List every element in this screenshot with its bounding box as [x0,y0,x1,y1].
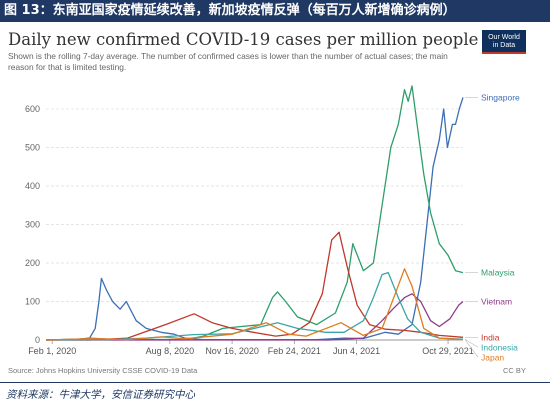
chart-subtitle: Shown is the rolling 7-day average. The … [8,51,448,72]
series-label-singapore: Singapore [481,92,520,102]
source-line: Source: Johns Hopkins University CSSE CO… [8,366,198,375]
axes: 0 100 200 300 400 500 600 Feb 1, 2020 Aug 8, 202… [25,104,474,356]
figure-header: 图 13：东南亚国家疫情延续改善，新加坡疫情反弹（每百万人新增确诊病例） [0,0,550,22]
x-tick-label: Nov 16, 2020 [205,346,259,356]
footnote: 资料来源：牛津大学，安信证券研究中心 [6,389,195,401]
series-line-vietnam [46,293,464,341]
series-label-connector [464,338,479,348]
footer-divider [0,382,550,383]
line-chart: 0 100 200 300 400 500 600 Feb 1, 2020 Aug 8, 202… [25,85,520,362]
y-tick-label: 600 [25,104,40,114]
x-tick-label: Feb 1, 2020 [28,346,76,356]
series-labels: Singapore Malaysia Vietnam IndiaIndonesiaJa… [464,92,520,362]
x-tick-label: Oct 29, 2021 [422,346,474,356]
y-tick-label: 300 [25,219,40,229]
license-link[interactable]: CC BY [503,366,526,375]
series-label-india: India [481,332,500,342]
series-label-vietnam: Vietnam [481,296,512,306]
y-tick-label: 400 [25,181,40,191]
x-tick-label: Feb 24, 2021 [268,346,321,356]
y-tick-label: 500 [25,142,40,152]
x-tick-label: Jun 4, 2021 [333,346,380,356]
series-line-india [46,231,464,341]
y-tick-label: 0 [35,335,40,345]
owid-logo[interactable]: Our World in Data [482,30,526,54]
series-label-indonesia: Indonesia [481,342,518,352]
owid-logo-line1: Our World [488,34,520,41]
series [45,85,464,341]
series-line-indonesia [45,271,464,341]
y-tick-label: 100 [25,296,40,306]
owid-logo-line2: in Data [492,42,516,49]
series-label-connector [464,339,479,358]
chart-title: Daily new confirmed COVID-19 cases per m… [8,30,479,49]
grid [46,108,463,341]
x-tick-label: Aug 8, 2020 [146,346,195,356]
y-tick-label: 200 [25,258,40,268]
series-line-japan [45,268,464,341]
series-label-malaysia: Malaysia [481,268,515,278]
series-label-japan: Japan [481,352,504,362]
